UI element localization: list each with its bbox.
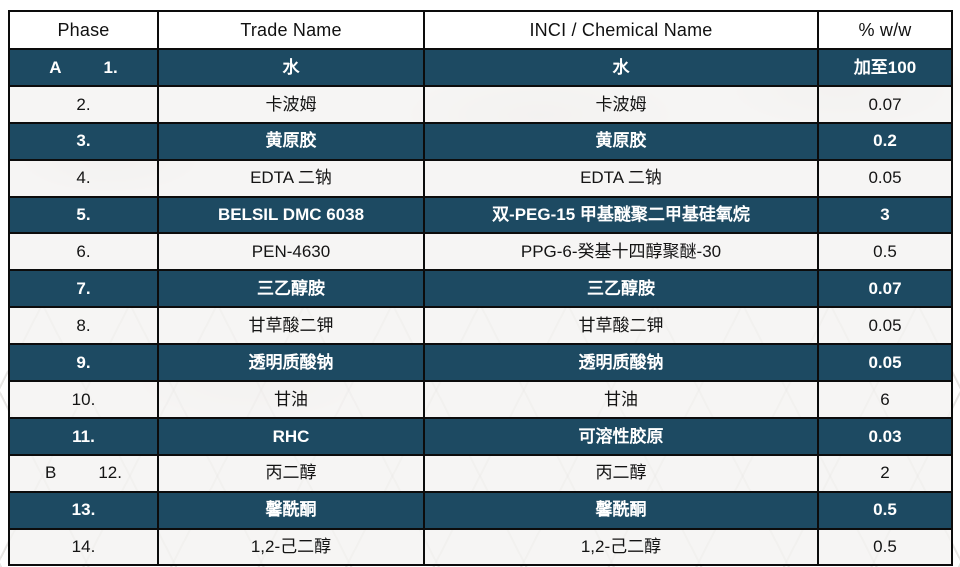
phase-cell: 14. (8, 527, 159, 567)
table-row: 11. RHC 可溶性胶原 0.03 (8, 416, 953, 456)
phase-cell: 6. (8, 232, 159, 272)
percent-cell: 0.2 (817, 121, 953, 161)
phase-cell: 7. (8, 269, 159, 309)
trade-name-cell: 三乙醇胺 (157, 269, 425, 309)
inci-name-cell: 卡波姆 (423, 84, 819, 124)
table-row: 5. BELSIL DMC 6038 双-PEG-15 甲基醚聚二甲基硅氧烷 3 (8, 195, 953, 235)
trade-name-cell: 1,2-己二醇 (157, 527, 425, 567)
percent-cell: 0.03 (817, 416, 953, 456)
table-row: 9. 透明质酸钠 透明质酸钠 0.05 (8, 343, 953, 383)
table-row: 14. 1,2-己二醇 1,2-己二醇 0.5 (8, 527, 953, 567)
table-row: 4. EDTA 二钠 EDTA 二钠 0.05 (8, 158, 953, 198)
phase-cell: 11. (8, 416, 159, 456)
row-number: 3. (76, 131, 91, 151)
inci-name-cell: 透明质酸钠 (423, 343, 819, 383)
percent-cell: 0.07 (817, 269, 953, 309)
phase-letter: B (45, 463, 57, 483)
table-row: 10. 甘油 甘油 6 (8, 380, 953, 419)
row-number: 14. (71, 537, 96, 557)
row-number: 7. (76, 279, 91, 299)
phase-cell: 9. (8, 343, 159, 383)
header-inci-chemical-name: INCI / Chemical Name (423, 10, 819, 50)
row-number: 11. (72, 426, 95, 446)
inci-name-cell: PPG-6-癸基十四醇聚醚-30 (423, 232, 819, 272)
inci-name-cell: 三乙醇胺 (423, 269, 819, 309)
phase-cell: 2. (8, 84, 159, 124)
percent-cell: 0.5 (817, 527, 953, 567)
percent-cell: 0.05 (817, 306, 953, 346)
row-number: 13. (71, 500, 96, 520)
header-phase: Phase (8, 10, 159, 50)
percent-cell: 0.05 (817, 158, 953, 198)
trade-name-cell: 水 (157, 48, 425, 87)
trade-name-cell: 馨酰酮 (157, 490, 425, 530)
phase-cell: 8. (8, 306, 159, 346)
table-row: B 12. 丙二醇 丙二醇 2 (8, 453, 953, 493)
table-row: A 1. 水水加至100 (8, 48, 953, 87)
phase-cell: A 1. (8, 48, 159, 87)
percent-cell: 加至100 (817, 48, 953, 87)
row-number: 2. (76, 94, 91, 114)
percent-cell: 6 (817, 380, 953, 419)
row-number: 4. (76, 168, 91, 188)
percent-cell: 3 (817, 195, 953, 235)
header-trade-name: Trade Name (157, 10, 425, 50)
header-row: Phase Trade Name INCI / Chemical Name % … (8, 10, 953, 50)
phase-cell: 13. (8, 490, 159, 530)
table-body: A 1. 水水加至100 2. 卡波姆 卡波姆 0.07 3. 黄原胶 黄原胶 0.2 4. EDTA … (8, 48, 953, 567)
table-row: 3. 黄原胶 黄原胶 0.2 (8, 121, 953, 161)
header-percent-ww: % w/w (817, 10, 953, 50)
table-row: 7. 三乙醇胺 三乙醇胺 0.07 (8, 269, 953, 309)
inci-name-cell: 甘草酸二钾 (423, 306, 819, 346)
row-number: 1. (103, 57, 118, 77)
inci-name-cell: EDTA 二钠 (423, 158, 819, 198)
percent-cell: 2 (817, 453, 953, 493)
row-number: 9. (76, 352, 91, 372)
phase-cell: 3. (8, 121, 159, 161)
phase-cell: 10. (8, 380, 159, 419)
trade-name-cell: 丙二醇 (157, 453, 425, 493)
phase-cell: 4. (8, 158, 159, 198)
inci-name-cell: 丙二醇 (423, 453, 819, 493)
inci-name-cell: 可溶性胶原 (423, 416, 819, 456)
inci-name-cell: 甘油 (423, 380, 819, 419)
percent-cell: 0.07 (817, 84, 953, 124)
trade-name-cell: 透明质酸钠 (157, 343, 425, 383)
trade-name-cell: 黄原胶 (157, 121, 425, 161)
row-number: 6. (76, 242, 91, 262)
inci-name-cell: 水 (423, 48, 819, 87)
trade-name-cell: BELSIL DMC 6038 (157, 195, 425, 235)
row-number: 10. (71, 389, 96, 409)
trade-name-cell: PEN-4630 (157, 232, 425, 272)
trade-name-cell: EDTA 二钠 (157, 158, 425, 198)
trade-name-cell: 卡波姆 (157, 84, 425, 124)
table-header: Phase Trade Name INCI / Chemical Name % … (8, 10, 953, 50)
inci-name-cell: 双-PEG-15 甲基醚聚二甲基硅氧烷 (423, 195, 819, 235)
row-number: 12. (98, 463, 122, 483)
percent-cell: 0.5 (817, 232, 953, 272)
row-number: 8. (76, 315, 91, 335)
trade-name-cell: RHC (157, 416, 425, 456)
percent-cell: 0.05 (817, 343, 953, 383)
formulation-table: Phase Trade Name INCI / Chemical Name % … (8, 10, 953, 567)
inci-name-cell: 馨酰酮 (423, 490, 819, 530)
phase-cell: 5. (8, 195, 159, 235)
trade-name-cell: 甘油 (157, 380, 425, 419)
table-row: 13. 馨酰酮 馨酰酮 0.5 (8, 490, 953, 530)
phase-letter: A (49, 57, 62, 77)
table-row: 2. 卡波姆 卡波姆 0.07 (8, 84, 953, 124)
inci-name-cell: 黄原胶 (423, 121, 819, 161)
table-row: 6. PEN-4630 PPG-6-癸基十四醇聚醚-30 0.5 (8, 232, 953, 272)
trade-name-cell: 甘草酸二钾 (157, 306, 425, 346)
percent-cell: 0.5 (817, 490, 953, 530)
row-number: 5. (76, 205, 91, 225)
phase-cell: B 12. (8, 453, 159, 493)
inci-name-cell: 1,2-己二醇 (423, 527, 819, 567)
table-row: 8. 甘草酸二钾 甘草酸二钾 0.05 (8, 306, 953, 346)
